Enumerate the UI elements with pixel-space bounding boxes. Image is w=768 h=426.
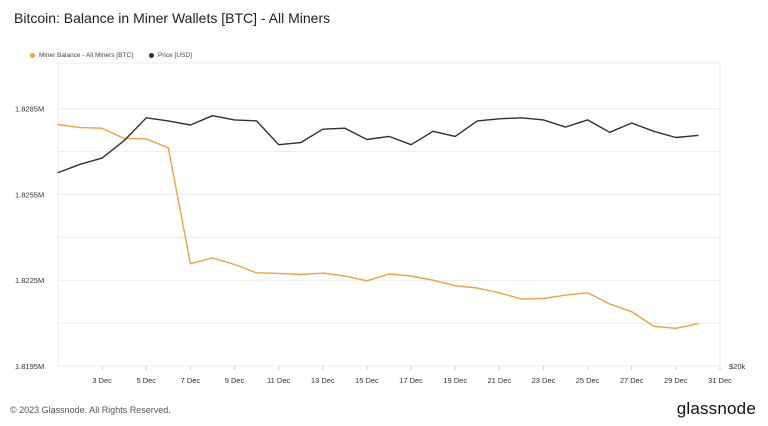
y-tick-label-left: 1.8285M: [15, 105, 44, 114]
x-tick-label: 17 Dec: [399, 376, 423, 385]
grid-lines: [57, 62, 721, 367]
x-tick-label: 21 Dec: [487, 376, 511, 385]
series-line-miner-balance: [57, 123, 699, 329]
x-tick-label: 3 Dec: [92, 376, 112, 385]
x-tick-label: 27 Dec: [620, 376, 644, 385]
x-tick-label: 19 Dec: [443, 376, 467, 385]
copyright-text: © 2023 Glassnode. All Rights Reserved.: [10, 405, 171, 415]
x-tick-label: 13 Dec: [311, 376, 335, 385]
legend-label-price: Price [USD]: [157, 52, 192, 59]
y-tick-label-right: $20k: [729, 362, 746, 371]
x-tick-label: 25 Dec: [576, 376, 600, 385]
legend-label-miner-balance: Miner Balance - All Miners [BTC]: [39, 52, 133, 59]
legend-marker-miner-balance: [30, 53, 35, 58]
legend-item-miner-balance[interactable]: Miner Balance - All Miners [BTC]: [30, 52, 133, 59]
series-layer: [57, 114, 699, 329]
legend-item-price[interactable]: Price [USD]: [148, 52, 192, 59]
y-tick-label-left: 1.8255M: [15, 190, 44, 199]
y-tick-label-left: 1.8225M: [15, 276, 44, 285]
y-axis-left: 1.8285M 1.8255M 1.8225M 1.8195M: [15, 105, 44, 371]
x-tick-label: 5 Dec: [136, 376, 156, 385]
y-tick-label-left: 1.8195M: [15, 362, 44, 371]
series-line-price: [57, 114, 699, 174]
x-tick-label: 31 Dec: [708, 376, 732, 385]
glassnode-logo: glassnode: [676, 399, 756, 418]
y-axis-right: $20k: [729, 362, 746, 371]
x-tick-label: 23 Dec: [532, 376, 556, 385]
x-tick-label: 15 Dec: [355, 376, 379, 385]
x-tick-label: 29 Dec: [664, 376, 688, 385]
legend-marker-price: [148, 53, 154, 58]
chart-legend: Miner Balance - All Miners [BTC] Price […: [30, 52, 192, 59]
x-axis: 3 Dec 5 Dec 7 Dec 9 Dec 11 Dec 13 Dec 15 Dec 17…: [92, 366, 732, 385]
x-tick-label: 11 Dec: [267, 376, 290, 385]
x-tick-label: 7 Dec: [181, 376, 201, 385]
chart-title: Bitcoin: Balance in Miner Wallets [BTC] …: [14, 10, 331, 26]
x-tick-label: 9 Dec: [225, 376, 245, 385]
